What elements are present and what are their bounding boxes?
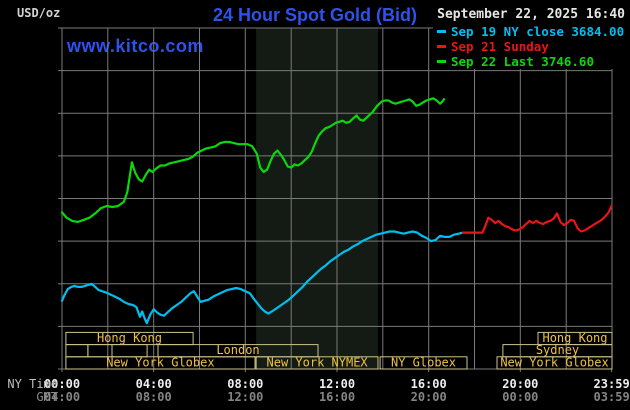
sep22-dash-icon [437,59,446,63]
ny-time-tick-label: 00:00 [43,377,81,391]
session-box-small [65,344,89,358]
legend-label-sep19: Sep 19 NY close 3684.00 [451,23,625,39]
ny-time-tick-label: 08:00 [227,377,264,391]
kitco-watermark-link[interactable]: www.kitco.com [67,36,204,56]
gmt-axis-label: GMT [36,390,58,404]
ny-time-tick-label: 12:00 [318,377,356,391]
ny-time-tick-label: 20:00 [502,377,539,391]
page-title: 24 Hour Spot Gold (Bid) [213,5,417,25]
session-label: New York NYMEX [267,355,369,369]
legend: Sep 19 NY close 3684.00 Sep 21 Sunday Se… [433,23,630,69]
gmt-time-tick-label: 00:00 [502,390,539,404]
session-label: Sydney [536,343,579,357]
sep19-dash-icon [437,29,446,33]
session-label: NY Globex [391,355,456,369]
series-sep22-line [60,97,446,223]
gmt-time-tick-label: 16:00 [318,390,356,404]
gmt-time-tick-label: 20:00 [410,390,447,404]
session-box-new-york-globex [496,356,613,370]
series-sep19-line [60,230,465,325]
gmt-time-tick-label: 08:00 [135,390,172,404]
session-box-new-york-nymex [255,356,379,370]
gmt-time-tick-label: 12:00 [227,390,264,404]
session-box-ny-globex [379,356,468,370]
datetime-label: September 22, 2025 16:40 [437,7,625,22]
legend-label-sep21: Sep 21 Sunday [451,38,549,54]
session-label: London [216,343,259,357]
session-label: New York Globex [106,355,214,369]
ny-time-axis-label: NY Time [7,377,58,391]
ny-time-tick-label: 23:59 [593,377,630,391]
session-label: Hong Kong [542,331,607,345]
series-sep21-line [461,204,613,234]
ny-time-tick-label: 04:00 [135,377,172,391]
ny-time-tick-label: 16:00 [410,377,447,391]
legend-row-sep19: Sep 19 NY close 3684.00 [437,23,630,39]
gmt-time-tick-label: 04:00 [43,390,81,404]
session-box-new-york-globex [65,356,256,370]
unit-label: USD/oz [17,6,61,20]
gmt-time-tick-label: 03:59 [593,390,630,404]
session-label: New York Globex [500,355,608,369]
legend-row-sep22: Sep 22 Last 3746.60 [437,53,630,69]
legend-row-sep21: Sep 21 Sunday [437,38,630,54]
legend-label-sep22: Sep 22 Last 3746.60 [451,53,594,69]
sep21-dash-icon [437,44,446,48]
session-label: Hong Kong [97,331,162,345]
